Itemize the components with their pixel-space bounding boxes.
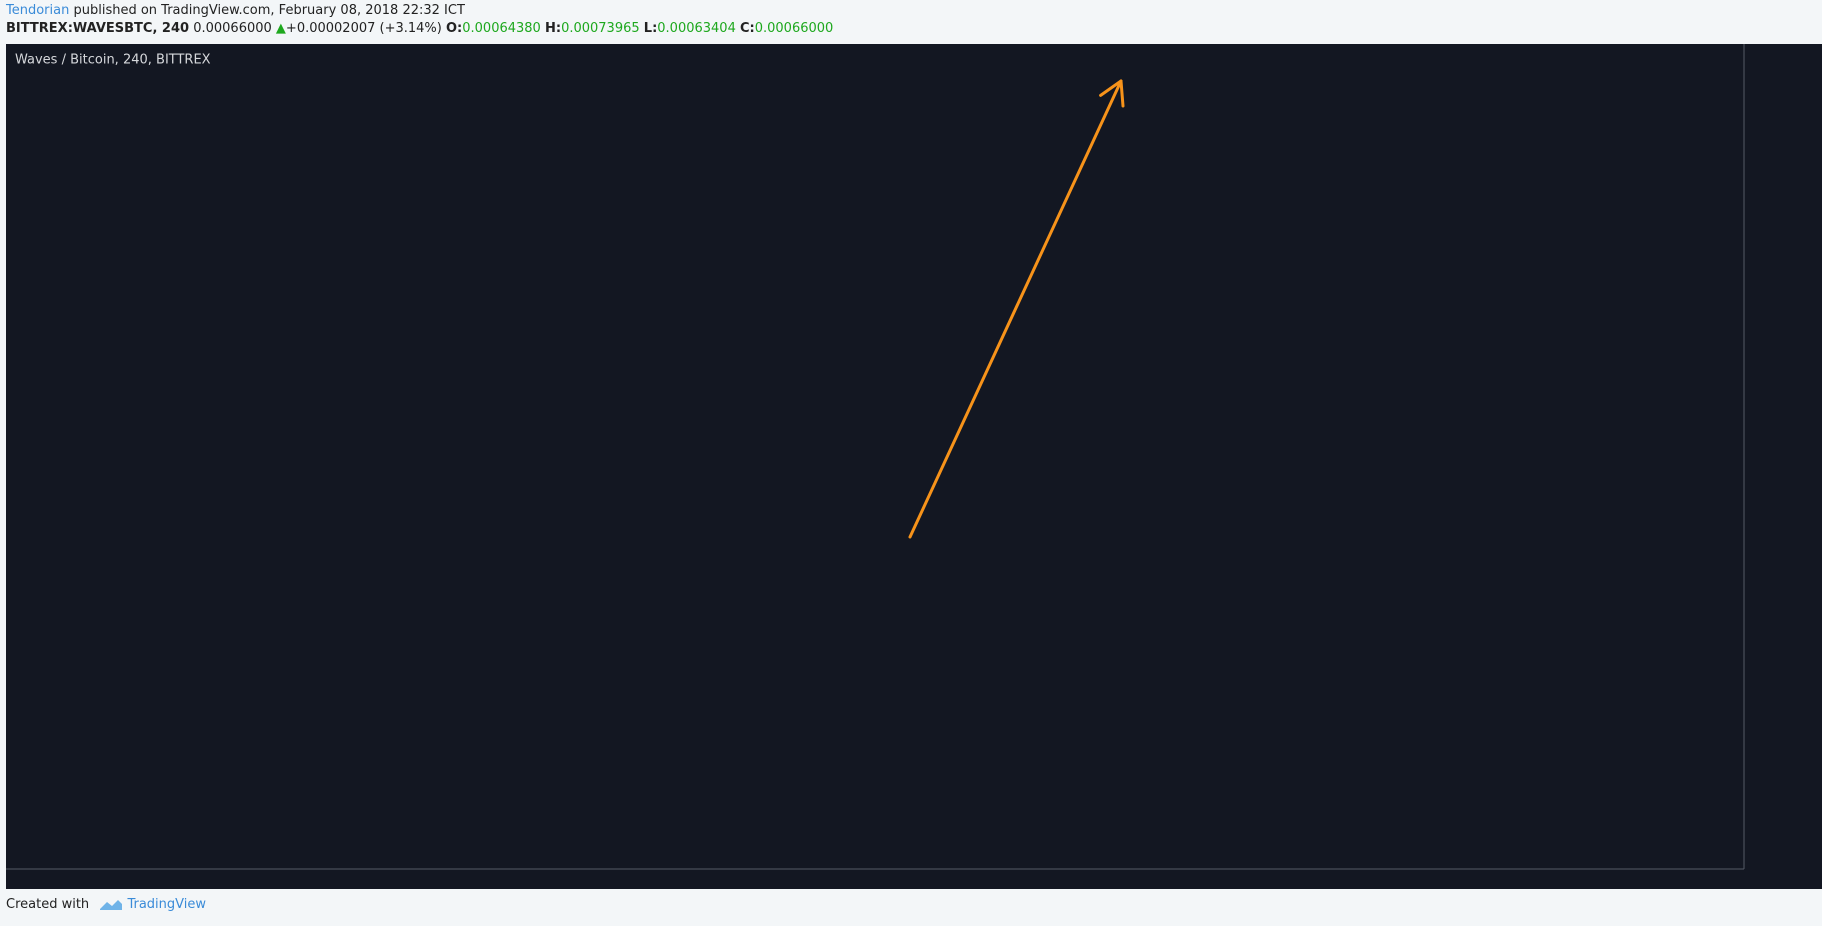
symbol: BITTREX:WAVESBTC, 240 (6, 21, 190, 36)
logo (100, 899, 123, 910)
chart-title: Waves / Bitcoin, 240, BITTREX (15, 53, 211, 68)
up-arrow: ▲ (275, 21, 286, 36)
brand[interactable]: TradingView (127, 897, 206, 912)
published: published on TradingView.com, February 0… (73, 3, 465, 18)
ohlc-line: BITTREX:WAVESBTC, 240 0.00066000 ▲+0.000… (6, 21, 833, 36)
arrow (908, 79, 1125, 539)
arrow-head (1119, 79, 1125, 108)
l-value: 0.00063404 (657, 21, 736, 36)
arrow-shaft (908, 79, 1123, 539)
created-with: Created with (6, 897, 90, 912)
o-value: 0.00064380 (462, 21, 541, 36)
chart: Waves / Bitcoin, 240, BITTREX (6, 44, 1822, 889)
chart-background (6, 44, 1822, 889)
arrow-head (1099, 79, 1123, 97)
footer: Created with TradingView (6, 897, 206, 912)
h-value: 0.00073965 (561, 21, 640, 36)
publish-line: Tendorian published on TradingView.com, … (6, 3, 465, 18)
h-label: H: (544, 21, 562, 36)
o-label: O: (446, 21, 463, 36)
c-label: C: (739, 21, 755, 36)
change: +0.00002007 (+3.14%) (285, 21, 442, 36)
last: 0.00066000 (193, 21, 272, 36)
author[interactable]: Tendorian (6, 3, 70, 18)
c-value: 0.00066000 (754, 21, 834, 36)
l-label: L: (643, 21, 658, 36)
